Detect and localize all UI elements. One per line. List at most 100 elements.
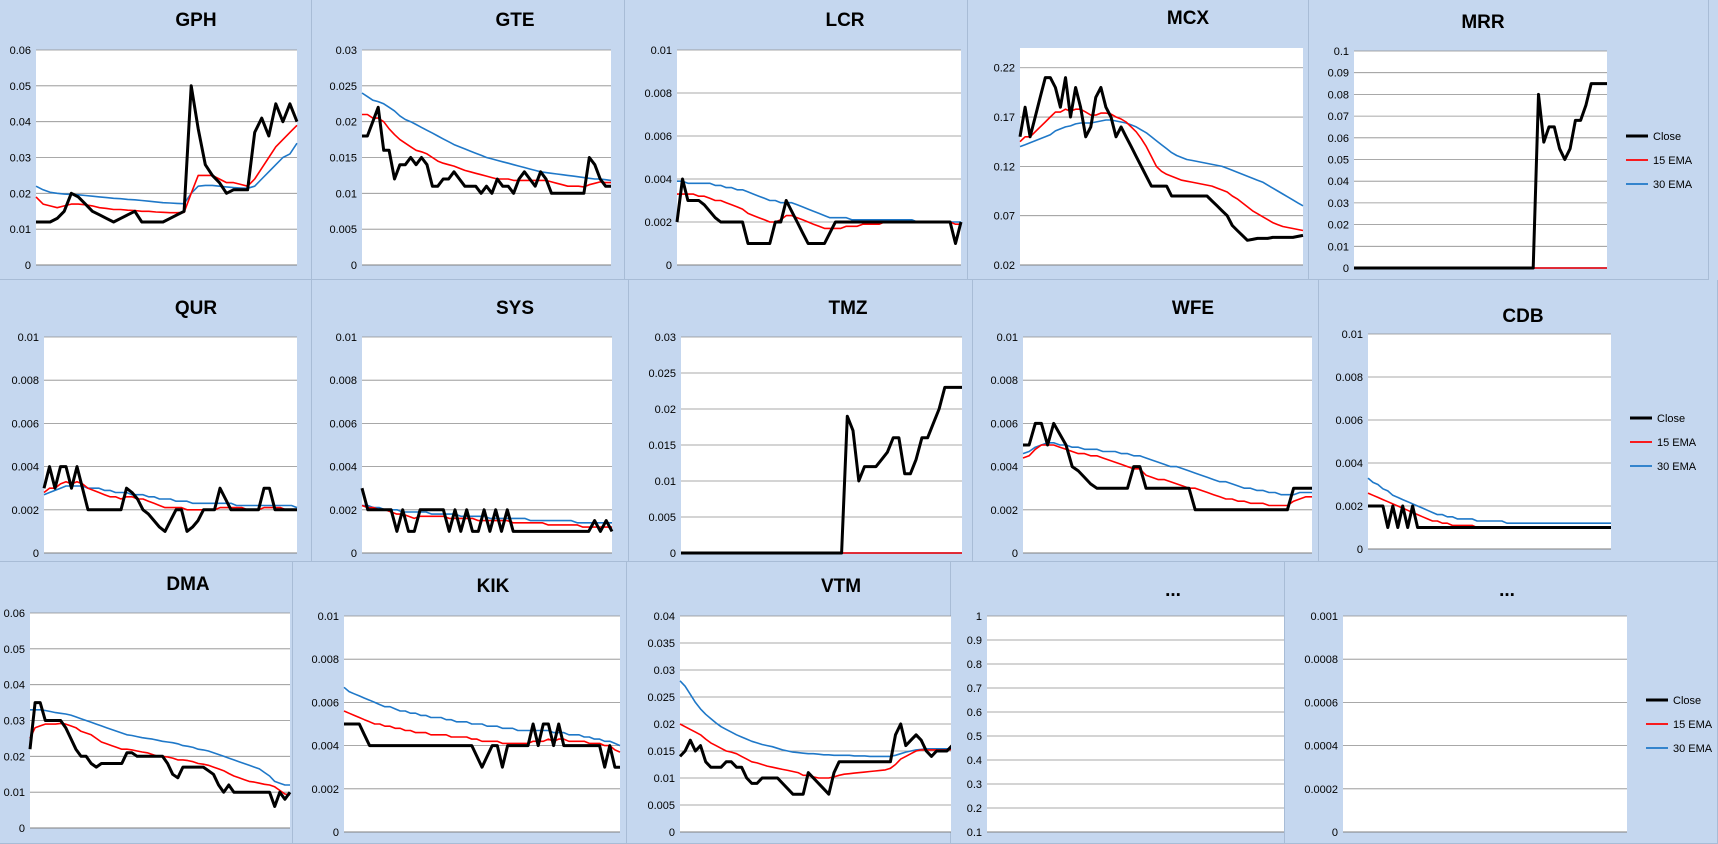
y-tick-label: 0.01 — [1342, 329, 1363, 341]
chart-title: GPH — [175, 10, 216, 31]
chart-svg: DMA 0 0.01 0.02 0.03 0.04 0.05 0.06 — [4, 574, 292, 835]
y-tick-label: 0.7 — [967, 683, 982, 695]
chart-panel-placeholder-13: ... 0.1 0.2 0.3 0.4 0.5 0.6 0.7 0.8 0.9 1 — [951, 562, 1285, 844]
y-tick-label: 0.01 — [1328, 241, 1349, 253]
chart-svg: MCX 0.02 0.07 0.12 0.17 0.22 — [994, 8, 1304, 272]
chart-title: KIK — [477, 576, 510, 597]
y-tick-label: 0.01 — [336, 332, 357, 344]
chart-panel-wfe: WFE 0 0.002 0.004 0.006 0.008 0.01 — [973, 280, 1319, 562]
y-tick-label: 0.04 — [10, 117, 31, 129]
series-line-close — [681, 385, 962, 555]
y-tick-label: 0.004 — [311, 741, 339, 753]
series-line-close — [678, 722, 954, 796]
y-tick-label: 0.01 — [651, 45, 672, 57]
y-tick-label: 0 — [333, 827, 339, 839]
chart-title: SYS — [496, 298, 534, 319]
series-line-30-ema — [35, 142, 298, 205]
y-tick-label: 0.05 — [4, 644, 25, 656]
legend-label: 30 EMA — [1657, 461, 1697, 473]
chart-svg: CDB 0 0.002 0.004 0.006 0.008 0.01 Close 15 EMA 3… — [1335, 306, 1697, 556]
y-tick-label: 0.01 — [10, 224, 31, 236]
y-tick-label: 0 — [33, 548, 39, 560]
chart-panel-gph: GPH 0 0.01 0.02 0.03 0.04 0.05 0.06 — [0, 0, 312, 280]
chart-panel-mrr: MRR 0 0.01 0.02 0.03 0.04 0.05 0.06 0.07 0.08 0.09… — [1309, 0, 1709, 280]
y-tick-label: 0.4 — [967, 755, 982, 767]
y-tick-label: 0.08 — [1328, 89, 1349, 101]
series-line-close — [1354, 82, 1607, 270]
plot-area — [1343, 616, 1627, 832]
series-line-close — [344, 722, 620, 769]
y-tick-label: 0.008 — [1335, 372, 1363, 384]
series-line-30-ema — [1022, 441, 1312, 496]
y-tick-label: 0.05 — [10, 81, 31, 93]
y-tick-label: 0.002 — [329, 505, 357, 517]
chart-svg: TMZ 0 0.005 0.01 0.015 0.02 0.025 0.03 — [648, 298, 962, 560]
y-tick-label: 0.006 — [329, 418, 357, 430]
chart-svg: GPH 0 0.01 0.02 0.03 0.04 0.05 0.06 — [10, 10, 299, 272]
y-tick-label: 0 — [25, 260, 31, 272]
chart-title: CDB — [1502, 306, 1543, 327]
series-line-close — [362, 105, 611, 195]
y-tick-label: 0.005 — [329, 224, 357, 236]
y-tick-label: 0.001 — [1310, 611, 1338, 623]
y-tick-label: 0 — [351, 548, 357, 560]
y-tick-label: 0.1 — [1334, 46, 1349, 58]
y-tick-label: 0.005 — [647, 800, 675, 812]
plot-area — [44, 337, 297, 553]
chart-panel-lcr: LCR 0 0.002 0.004 0.006 0.008 0.01 — [625, 0, 968, 280]
series-line-close — [42, 465, 297, 533]
y-tick-label: 0.02 — [1328, 220, 1349, 232]
y-tick-label: 0.02 — [10, 188, 31, 200]
y-tick-label: 0.01 — [654, 773, 675, 785]
y-tick-label: 0.005 — [648, 512, 676, 524]
y-tick-label: 0.025 — [647, 692, 675, 704]
chart-panel-dma: DMA 0 0.01 0.02 0.03 0.04 0.05 0.06 — [0, 562, 293, 844]
y-tick-label: 0.22 — [994, 63, 1015, 75]
y-tick-label: 0.025 — [648, 368, 676, 380]
legend-label: 15 EMA — [1657, 437, 1697, 449]
y-tick-label: 0.006 — [644, 131, 672, 143]
plot-area — [1368, 334, 1611, 549]
chart-legend: Close 15 EMA 30 EMA — [1646, 695, 1713, 755]
chart-panel-kik: KIK 0 0.002 0.004 0.006 0.008 0.01 — [293, 562, 627, 844]
y-tick-label: 0.5 — [967, 731, 982, 743]
y-tick-label: 0.006 — [1335, 415, 1363, 427]
y-tick-label: 0.03 — [655, 332, 676, 344]
chart-panel-gte: GTE 0 0.005 0.01 0.015 0.02 0.025 0.03 — [312, 0, 625, 280]
series-line-30-ema — [361, 92, 612, 182]
y-tick-label: 0.008 — [11, 375, 39, 387]
y-tick-label: 0.006 — [311, 697, 339, 709]
chart-title: DMA — [166, 574, 210, 595]
series-line-close — [36, 84, 299, 224]
y-tick-label: 0.002 — [644, 217, 672, 229]
y-tick-label: 0 — [1332, 827, 1338, 839]
chart-title: GTE — [495, 10, 534, 31]
y-tick-label: 0.02 — [655, 404, 676, 416]
y-tick-label: 0.09 — [1328, 68, 1349, 80]
plot-area — [987, 616, 1284, 832]
y-tick-label: 0 — [1357, 544, 1363, 556]
y-tick-label: 0.9 — [967, 635, 982, 647]
y-tick-label: 0.002 — [1335, 501, 1363, 513]
y-tick-label: 0.002 — [11, 505, 39, 517]
y-tick-label: 0.0006 — [1304, 697, 1338, 709]
y-tick-label: 0.015 — [647, 746, 675, 758]
chart-title: VTM — [821, 576, 861, 597]
y-tick-label: 0.03 — [4, 716, 25, 728]
chart-title: ... — [1499, 580, 1515, 601]
chart-title: LCR — [825, 10, 864, 31]
y-tick-label: 0.035 — [647, 638, 675, 650]
chart-title: QUR — [175, 298, 218, 319]
series-line-15-ema — [343, 710, 621, 753]
y-tick-label: 1 — [976, 611, 982, 623]
legend-label: 15 EMA — [1653, 155, 1693, 167]
legend-label: Close — [1673, 695, 1701, 707]
chart-svg: GTE 0 0.005 0.01 0.015 0.02 0.025 0.03 — [329, 10, 612, 272]
y-tick-label: 0.004 — [329, 462, 357, 474]
y-tick-label: 0.04 — [4, 680, 25, 692]
y-tick-label: 0.06 — [10, 45, 31, 57]
y-tick-label: 0.006 — [990, 418, 1018, 430]
chart-panel-cdb: CDB 0 0.002 0.004 0.006 0.008 0.01 Close 15 EMA 3… — [1319, 280, 1718, 562]
y-tick-label: 0.0004 — [1304, 741, 1338, 753]
